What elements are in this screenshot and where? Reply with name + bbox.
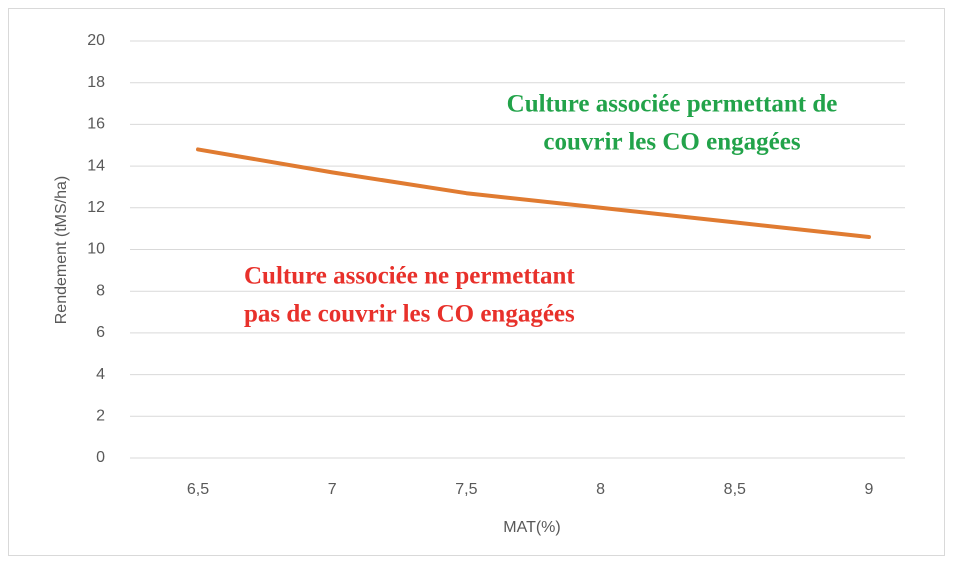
y-tick-label: 8 [96,282,105,299]
x-tick-label: 8,5 [724,481,746,498]
y-tick-label: 20 [87,32,105,49]
x-tick-label: 7 [328,481,337,498]
annotation: couvrir les CO engagées [543,129,800,156]
y-tick-label: 6 [96,324,105,341]
y-tick-label: 0 [96,449,105,466]
annotation: Culture associée permettant de [507,91,838,118]
y-tick-label: 12 [87,199,105,216]
y-axis-label: Rendement (tMS/ha) [53,176,70,325]
line-series [196,147,871,239]
y-tick-label: 10 [87,241,105,258]
x-tick-label: 9 [865,481,874,498]
annotation: Culture associée ne permettant [244,263,575,290]
x-tick-label: 6,5 [187,481,209,498]
x-axis-label: MAT(%) [503,519,560,536]
chart-frame [8,8,945,556]
x-tick-label: 8 [596,481,605,498]
y-tick-label: 14 [87,157,105,174]
annotation: pas de couvrir les CO engagées [244,301,575,328]
y-tick-label: 4 [96,366,105,383]
y-tick-label: 16 [87,116,105,133]
y-tick-label: 18 [87,74,105,91]
y-tick-label: 2 [96,408,105,425]
x-tick-label: 7,5 [455,481,477,498]
